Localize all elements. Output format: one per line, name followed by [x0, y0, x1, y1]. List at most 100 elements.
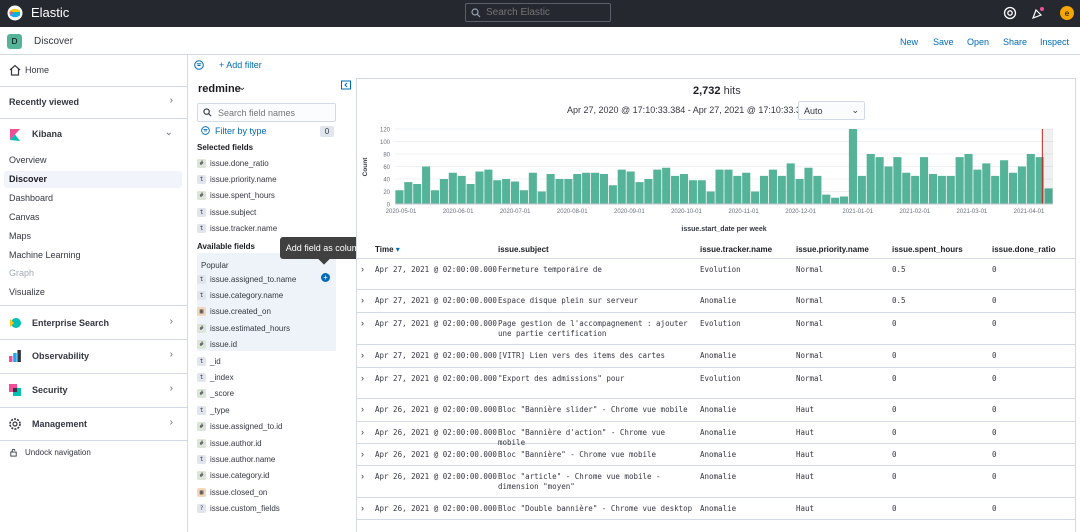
field-item[interactable]: # issue.spent_hours: [197, 188, 336, 204]
field-item[interactable]: t _id: [197, 353, 336, 369]
user-avatar[interactable]: e: [1060, 6, 1074, 20]
nav-discover[interactable]: Discover: [9, 174, 48, 184]
add-filter-button[interactable]: + Add filter: [219, 60, 262, 70]
table-row[interactable]: › Apr 26, 2021 @ 02:00:00.000 Bloc "Banniè…: [357, 444, 1075, 466]
nav-home[interactable]: Home: [25, 65, 50, 75]
interval-select[interactable]: Auto ⌄: [798, 101, 865, 120]
column-header-subject[interactable]: issue.subject: [498, 245, 549, 254]
nav-observability[interactable]: Observability: [32, 351, 90, 361]
nav-recently-viewed[interactable]: Recently viewed: [9, 97, 80, 107]
table-row[interactable]: › Apr 26, 2021 @ 02:00:00.000 Bloc "articl…: [357, 466, 1075, 498]
expand-row-icon[interactable]: ›: [361, 449, 364, 459]
column-header-spent-hours[interactable]: issue.spent_hours: [892, 245, 963, 254]
chevron-down-icon[interactable]: ⌄: [238, 82, 247, 93]
histogram-bar: [866, 154, 875, 204]
nav-canvas[interactable]: Canvas: [9, 212, 40, 222]
nav-security[interactable]: Security: [32, 385, 68, 395]
nav-dashboard[interactable]: Dashboard: [9, 193, 54, 203]
table-row[interactable]: › Apr 27, 2021 @ 02:00:00.000 Page gestion…: [357, 313, 1075, 345]
chevron-right-icon[interactable]: ›: [169, 95, 173, 106]
table-row[interactable]: › Apr 26, 2021 @ 02:00:00.000 Bloc "Double…: [357, 498, 1075, 520]
collapse-sidebar-icon[interactable]: [341, 80, 351, 90]
expand-row-icon[interactable]: ›: [361, 373, 364, 383]
nav-overview[interactable]: Overview: [9, 155, 47, 165]
table-row[interactable]: › Apr 27, 2021 @ 02:00:00.000 Espace disqu…: [357, 290, 1075, 313]
table-row[interactable]: › Apr 27, 2021 @ 02:00:00.000 Fermeture te…: [357, 259, 1075, 290]
expand-row-icon[interactable]: ›: [361, 318, 364, 328]
global-search-input[interactable]: [486, 7, 606, 18]
histogram-chart[interactable]: 0 20 40 60 80 100 120 2020-05-01 2020-06-01 2020-…: [357, 123, 1075, 235]
nav-machine-learning[interactable]: Machine Learning: [9, 250, 81, 260]
nav-kibana[interactable]: Kibana: [32, 129, 63, 139]
chevron-right-icon[interactable]: ›: [169, 383, 173, 394]
column-header-priority[interactable]: issue.priority.name: [796, 245, 869, 254]
search-icon: [203, 108, 212, 117]
chevron-right-icon[interactable]: ›: [169, 417, 173, 428]
field-item[interactable]: t issue.priority.name: [197, 171, 336, 187]
nav-enterprise-search[interactable]: Enterprise Search: [32, 318, 110, 328]
index-pattern-name[interactable]: redmine: [198, 83, 241, 95]
field-search[interactable]: [197, 103, 336, 122]
chevron-down-icon[interactable]: ⌄: [164, 127, 173, 138]
chevron-right-icon[interactable]: ›: [169, 316, 173, 327]
cell-spent-hours: 0.5: [892, 265, 906, 274]
sort-desc-icon[interactable]: ▾: [395, 245, 400, 254]
inspect-button[interactable]: Inspect: [1040, 37, 1070, 47]
new-button[interactable]: New: [900, 37, 919, 47]
elastic-logo-icon[interactable]: [7, 5, 23, 21]
nav-graph[interactable]: Graph: [9, 268, 35, 278]
expand-row-icon[interactable]: ›: [361, 404, 364, 414]
field-item[interactable]: # issue.estimated_hours: [197, 320, 336, 336]
column-header-time[interactable]: Time ▾: [375, 245, 400, 254]
field-item[interactable]: t issue.subject: [197, 204, 336, 220]
expand-row-icon[interactable]: ›: [361, 471, 364, 481]
save-button[interactable]: Save: [933, 37, 954, 47]
field-item[interactable]: t _index: [197, 369, 336, 385]
add-field-column-button[interactable]: +: [321, 273, 330, 282]
field-search-input[interactable]: [218, 107, 328, 118]
field-item[interactable]: ▦ issue.closed_on: [197, 484, 336, 500]
field-item[interactable]: # issue.author.id: [197, 435, 336, 451]
table-row[interactable]: › Apr 27, 2021 @ 02:00:00.000 "Export des …: [357, 368, 1075, 399]
filter-by-type-button[interactable]: Filter by type: [215, 126, 267, 136]
global-search[interactable]: [465, 3, 611, 22]
nav-visualize[interactable]: Visualize: [9, 287, 45, 297]
field-item[interactable]: # issue.category.id: [197, 468, 336, 484]
field-item[interactable]: t issue.category.name: [197, 287, 336, 303]
expand-row-icon[interactable]: ›: [361, 264, 364, 274]
news-feed-icon[interactable]: [1031, 6, 1045, 20]
expand-row-icon[interactable]: ›: [361, 427, 364, 437]
undock-navigation[interactable]: Undock navigation: [25, 448, 91, 457]
expand-row-icon[interactable]: ›: [361, 350, 364, 360]
expand-row-icon[interactable]: ›: [361, 503, 364, 513]
field-item[interactable]: # _score: [197, 386, 336, 402]
open-button[interactable]: Open: [967, 37, 990, 47]
home-icon: [9, 64, 21, 76]
field-item[interactable]: t issue.assigned_to.name: [197, 271, 336, 287]
app-badge[interactable]: D: [7, 34, 22, 49]
field-name: issue.tracker.name: [210, 224, 278, 234]
field-item[interactable]: t issue.tracker.name: [197, 221, 336, 237]
field-item[interactable]: t issue.author.name: [197, 451, 336, 467]
field-item[interactable]: ? issue.custom_fields: [197, 501, 336, 517]
help-icon[interactable]: [1003, 6, 1017, 20]
field-item[interactable]: ▦ issue.created_on: [197, 304, 336, 320]
field-item[interactable]: # issue.id: [197, 337, 336, 353]
table-row[interactable]: › Apr 26, 2021 @ 02:00:00.000 Bloc "Banniè…: [357, 399, 1075, 422]
column-header-tracker[interactable]: issue.tracker.name: [700, 245, 773, 254]
column-header-done-ratio[interactable]: issue.done_ratio: [992, 245, 1056, 254]
filter-options-icon[interactable]: [194, 60, 204, 70]
table-row[interactable]: › Apr 26, 2021 @ 02:00:00.000 Bloc "Banniè…: [357, 422, 1075, 447]
share-button[interactable]: Share: [1003, 37, 1028, 47]
field-item[interactable]: t _type: [197, 402, 336, 418]
histogram-bar: [973, 169, 982, 204]
field-item[interactable]: # issue.done_ratio: [197, 155, 336, 171]
chevron-right-icon[interactable]: ›: [169, 349, 173, 360]
nav-management[interactable]: Management: [32, 419, 88, 429]
field-item[interactable]: # issue.assigned_to.id: [197, 419, 336, 435]
table-row[interactable]: › Apr 27, 2021 @ 02:00:00.000 [VITR] Lien …: [357, 345, 1075, 368]
nav-maps[interactable]: Maps: [9, 231, 32, 241]
filter-count-badge: 0: [320, 126, 334, 137]
expand-row-icon[interactable]: ›: [361, 295, 364, 305]
histogram-bar: [751, 191, 760, 204]
